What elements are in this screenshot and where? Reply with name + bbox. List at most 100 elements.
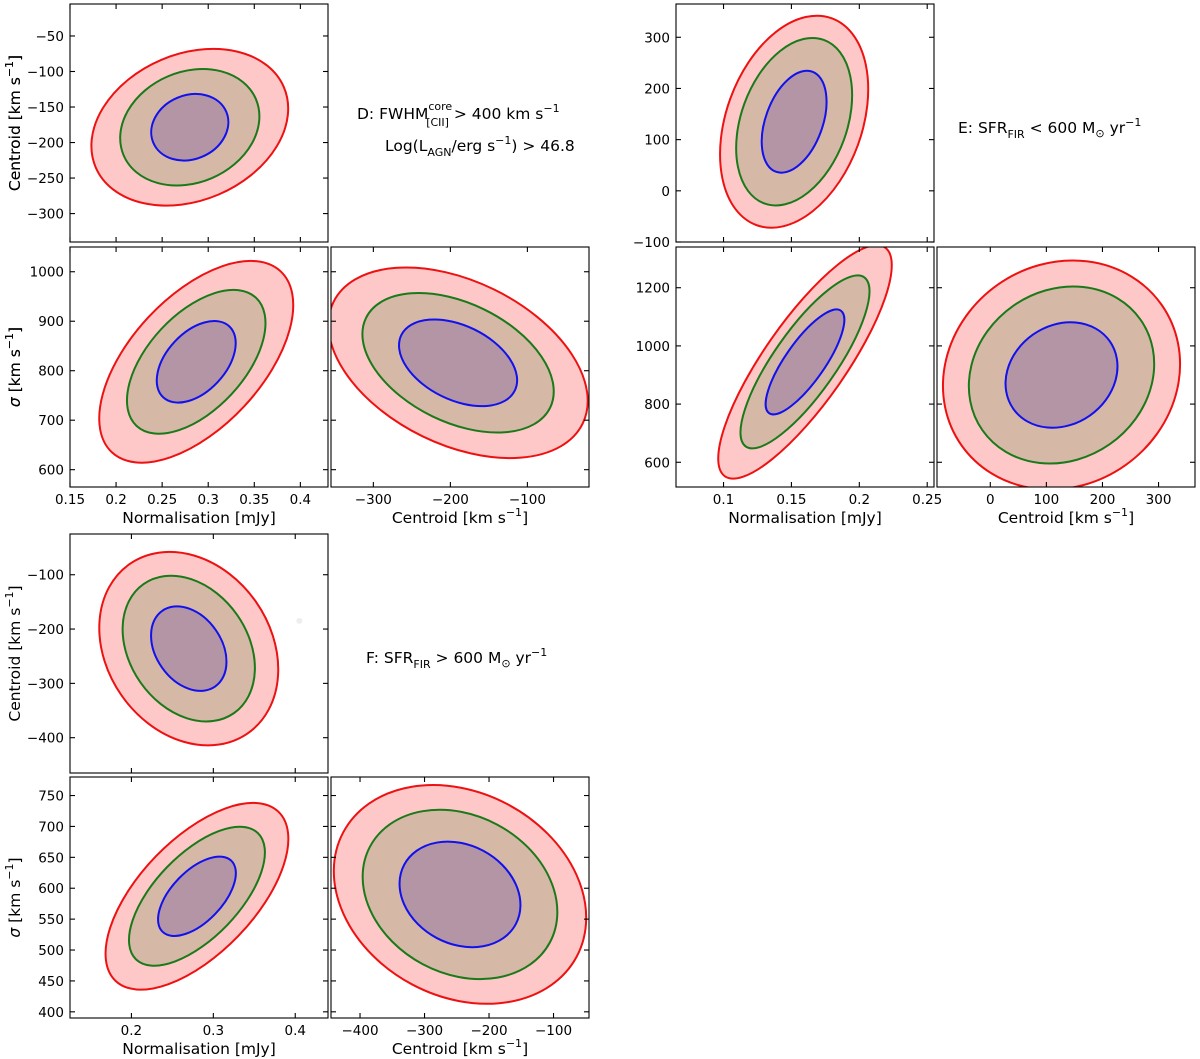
y-tick-label: 900 — [38, 314, 64, 330]
y-tick-label: 650 — [38, 850, 64, 866]
x-tick-label: 0.15 — [776, 492, 806, 508]
axes-frame — [69, 533, 329, 774]
plot-area — [941, 259, 1182, 487]
panel-F-sigma-vs-norm: 0.2 0.3 0.4 400 450 500 550 600 650 700 750 Normali… — [3, 776, 329, 1058]
y-tick-label: 600 — [644, 455, 670, 471]
contour-1sigma — [764, 308, 846, 416]
x-tick-label: 0.2 — [105, 492, 126, 508]
panel-E-sigma-vs-norm: 0.1 0.15 0.2 0.25 600 800 1000 1200 Normalisatio… — [3, 246, 942, 527]
x-tick-label: −200 — [470, 1023, 507, 1039]
y-tick-label: 400 — [38, 1005, 64, 1021]
contour-1sigma — [150, 605, 228, 692]
y-axis-label: σ [km s−1] — [3, 327, 24, 407]
x-tick-label: 0.25 — [147, 492, 177, 508]
y-tick-label: 1000 — [636, 339, 670, 355]
x-axis-label: Normalisation [mJy] — [122, 1040, 276, 1058]
axes-frame — [330, 776, 590, 1019]
y-tick-label: 550 — [38, 912, 64, 928]
x-tick-label: −400 — [341, 1023, 378, 1039]
y-tick-label: 800 — [644, 397, 670, 413]
axes-frame — [69, 776, 329, 1019]
y-tick-label: 700 — [38, 413, 64, 429]
y-tick-label: −300 — [27, 676, 64, 692]
y-tick-label: 0 — [661, 184, 670, 200]
y-tick-label: 300 — [644, 30, 670, 46]
axes-frame — [69, 3, 329, 243]
y-tick-label: 500 — [38, 943, 64, 959]
y-axis-label: Centroid [km s−1] — [3, 55, 24, 191]
y-tick-label: 750 — [38, 789, 64, 805]
y-axis-label: Centroid [km s−1] — [3, 585, 24, 721]
x-tick-label: −100 — [535, 1023, 572, 1039]
x-tick-label: 0.15 — [55, 492, 85, 508]
x-tick-label: −100 — [509, 492, 546, 508]
panel-E-centroid-vs-norm: −100 0 100 200 300 Centroid [km s−1] — [3, 3, 935, 251]
y-tick-label: −100 — [633, 235, 670, 251]
plot-area — [719, 14, 870, 229]
axes-frame — [675, 3, 935, 243]
axes-frame — [675, 246, 935, 488]
y-axis-label: Centroid [km s−1] — [3, 55, 24, 191]
y-tick-label: 1200 — [636, 281, 670, 297]
y-tick-label: 1000 — [30, 265, 64, 281]
axes-frame — [69, 246, 329, 488]
x-tick-label: 200 — [1090, 492, 1116, 508]
annotation-D-line2: Log(LAGN/erg s−1) > 46.8 — [385, 134, 575, 159]
y-tick-label: 600 — [38, 881, 64, 897]
plot-area — [331, 266, 589, 460]
contour-1sigma — [398, 840, 522, 949]
y-tick-label: 200 — [644, 81, 670, 97]
contour-1sigma — [1004, 321, 1119, 429]
x-tick-label: 0.2 — [121, 1023, 142, 1039]
annotation-F-line1: F: SFRFIR > 600 M⊙ yr−1 — [366, 646, 547, 671]
x-axis-label: Normalisation [mJy] — [728, 509, 882, 527]
y-axis-label: σ [km s−1] — [3, 327, 24, 407]
x-tick-label: −200 — [432, 492, 469, 508]
x-tick-label: −300 — [406, 1023, 443, 1039]
annotation-E-line1: E: SFRFIR < 600 M⊙ yr−1 — [958, 116, 1141, 141]
plot-area — [104, 801, 290, 991]
plot-area — [90, 47, 290, 207]
plot-area — [717, 247, 893, 480]
x-tick-label: 0.2 — [849, 492, 870, 508]
x-tick-label: 300 — [1146, 492, 1172, 508]
x-tick-label: 0.1 — [713, 492, 734, 508]
x-tick-label: 100 — [1033, 492, 1059, 508]
x-axis-label: Centroid [km s−1] — [392, 506, 528, 527]
panel-D-sigma-vs-norm: 0.15 0.2 0.25 0.3 0.35 0.4 600 700 800 900 1000 Nor… — [3, 246, 329, 527]
x-tick-label: 0.3 — [203, 1023, 224, 1039]
y-axis-label: σ [km s−1] — [3, 857, 24, 937]
y-tick-label: −250 — [27, 171, 64, 187]
contour-1sigma — [155, 320, 237, 404]
annotation-F: F: SFRFIR > 600 M⊙ yr−1 — [366, 646, 547, 671]
y-tick-label: −400 — [27, 731, 64, 747]
contour-1sigma — [398, 318, 519, 408]
x-tick-label: 0.25 — [912, 492, 942, 508]
plot-area — [98, 259, 295, 464]
x-tick-label: 0 — [986, 492, 995, 508]
annotation-E: E: SFRFIR < 600 M⊙ yr−1 — [958, 116, 1141, 141]
y-tick-label: −150 — [27, 100, 64, 116]
x-tick-label: 0.4 — [284, 1023, 305, 1039]
axes-frame — [936, 246, 1196, 488]
annotation-D-line1: D: FWHMcore [CII] > 400 km s−1 — [357, 100, 560, 129]
y-tick-label: 600 — [38, 463, 64, 479]
y-tick-label: −50 — [36, 29, 65, 45]
plot-area — [332, 784, 588, 1005]
x-tick-label: 0.3 — [197, 492, 218, 508]
y-tick-label: −100 — [27, 64, 64, 80]
x-tick-label: 0.4 — [290, 492, 311, 508]
x-tick-label: 0.35 — [239, 492, 269, 508]
y-tick-label: −300 — [27, 207, 64, 223]
contour-1sigma — [157, 855, 237, 937]
y-tick-label: 100 — [644, 133, 670, 149]
y-tick-label: 800 — [38, 364, 64, 380]
panel-E-sigma-vs-centroid: 0 100 200 300 Centroid [km s−1] — [936, 246, 1196, 527]
axes-frame — [330, 246, 590, 488]
y-tick-label: −100 — [27, 568, 64, 584]
x-axis-label: Centroid [km s−1] — [392, 1037, 528, 1058]
